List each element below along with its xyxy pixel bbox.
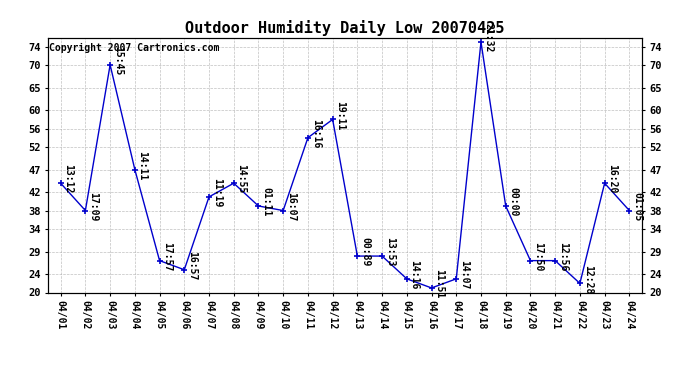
Text: 01:11: 01:11 bbox=[262, 187, 271, 216]
Text: 14:55: 14:55 bbox=[237, 164, 246, 194]
Text: 17:50: 17:50 bbox=[533, 242, 543, 271]
Text: Copyright 2007 Cartronics.com: Copyright 2007 Cartronics.com bbox=[50, 43, 220, 52]
Title: Outdoor Humidity Daily Low 20070425: Outdoor Humidity Daily Low 20070425 bbox=[186, 20, 504, 36]
Text: 00:00: 00:00 bbox=[509, 187, 518, 216]
Text: 16:16: 16:16 bbox=[310, 119, 321, 148]
Text: 13:12: 13:12 bbox=[63, 164, 73, 194]
Text: 14:11: 14:11 bbox=[137, 151, 148, 180]
Text: 00:89: 00:89 bbox=[360, 237, 370, 267]
Text: 15:45: 15:45 bbox=[113, 46, 123, 75]
Text: 16:20: 16:20 bbox=[607, 164, 618, 194]
Text: 01:05: 01:05 bbox=[632, 192, 642, 221]
Text: 16:07: 16:07 bbox=[286, 192, 296, 221]
Text: 17:09: 17:09 bbox=[88, 192, 98, 221]
Text: 13:53: 13:53 bbox=[385, 237, 395, 267]
Text: 11:19: 11:19 bbox=[212, 178, 221, 207]
Text: 16:57: 16:57 bbox=[187, 251, 197, 280]
Text: 17:57: 17:57 bbox=[162, 242, 172, 271]
Text: 12:28: 12:28 bbox=[582, 264, 593, 294]
Text: 11:51: 11:51 bbox=[434, 269, 444, 298]
Text: 21:32: 21:32 bbox=[484, 23, 494, 52]
Text: 12:56: 12:56 bbox=[558, 242, 568, 271]
Text: 14:16: 14:16 bbox=[410, 260, 420, 290]
Text: 19:11: 19:11 bbox=[335, 100, 346, 130]
Text: 14:07: 14:07 bbox=[459, 260, 469, 290]
